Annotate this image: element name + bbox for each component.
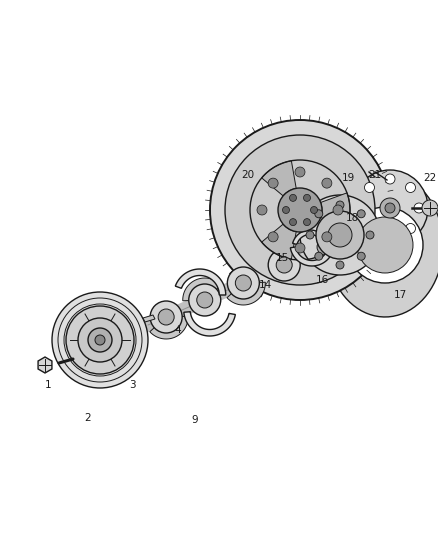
Circle shape — [189, 284, 221, 316]
Circle shape — [295, 167, 305, 177]
Polygon shape — [261, 161, 296, 196]
Circle shape — [357, 252, 365, 260]
Text: 21: 21 — [368, 170, 381, 180]
Text: 15: 15 — [276, 253, 289, 263]
Text: 4: 4 — [175, 325, 181, 335]
Circle shape — [278, 188, 322, 232]
Circle shape — [406, 182, 416, 192]
Circle shape — [257, 205, 267, 215]
Circle shape — [385, 203, 395, 213]
Circle shape — [268, 249, 300, 281]
Circle shape — [78, 318, 122, 362]
Text: 1: 1 — [45, 380, 51, 390]
Circle shape — [309, 231, 341, 263]
Text: 16: 16 — [315, 275, 328, 285]
Circle shape — [268, 178, 278, 188]
Circle shape — [385, 174, 395, 184]
Circle shape — [150, 301, 182, 333]
Circle shape — [283, 206, 290, 214]
Circle shape — [227, 267, 259, 299]
Circle shape — [88, 328, 112, 352]
Polygon shape — [321, 193, 350, 227]
Circle shape — [333, 205, 343, 215]
Circle shape — [380, 198, 400, 218]
Circle shape — [304, 219, 311, 225]
Circle shape — [406, 223, 416, 233]
Circle shape — [197, 292, 213, 308]
Circle shape — [66, 306, 134, 374]
Circle shape — [317, 239, 333, 255]
Circle shape — [225, 135, 375, 285]
Text: 22: 22 — [424, 173, 437, 183]
Polygon shape — [327, 173, 438, 317]
Text: 14: 14 — [258, 280, 272, 290]
Circle shape — [347, 207, 423, 283]
Circle shape — [295, 243, 305, 253]
Circle shape — [364, 223, 374, 233]
Circle shape — [210, 120, 390, 300]
Polygon shape — [227, 282, 265, 305]
Polygon shape — [175, 269, 226, 295]
Polygon shape — [290, 247, 333, 266]
Circle shape — [357, 210, 365, 218]
Circle shape — [311, 206, 318, 214]
Circle shape — [356, 203, 366, 213]
Circle shape — [52, 292, 148, 388]
Circle shape — [95, 335, 105, 345]
Circle shape — [366, 231, 374, 239]
Circle shape — [357, 217, 413, 273]
Circle shape — [304, 195, 311, 201]
Polygon shape — [143, 315, 155, 322]
Circle shape — [385, 232, 395, 242]
Text: 9: 9 — [192, 415, 198, 425]
Circle shape — [322, 178, 332, 188]
Circle shape — [315, 210, 323, 218]
Polygon shape — [261, 224, 296, 259]
Circle shape — [336, 201, 344, 209]
Text: 18: 18 — [346, 213, 359, 223]
Polygon shape — [262, 243, 300, 266]
Circle shape — [315, 252, 323, 260]
Polygon shape — [309, 246, 347, 269]
Circle shape — [235, 275, 251, 291]
Polygon shape — [150, 316, 188, 339]
Circle shape — [290, 219, 297, 225]
Polygon shape — [183, 278, 221, 301]
Polygon shape — [293, 230, 328, 247]
Circle shape — [364, 182, 374, 192]
Circle shape — [328, 223, 352, 247]
Circle shape — [414, 203, 424, 213]
Text: 17: 17 — [393, 290, 406, 300]
Text: 3: 3 — [129, 380, 135, 390]
Polygon shape — [38, 357, 52, 373]
Text: 2: 2 — [85, 413, 91, 423]
Circle shape — [268, 232, 278, 242]
Circle shape — [290, 195, 297, 201]
Circle shape — [352, 170, 428, 246]
Circle shape — [322, 232, 332, 242]
Polygon shape — [184, 312, 235, 336]
Circle shape — [306, 231, 314, 239]
Circle shape — [336, 261, 344, 269]
Text: 19: 19 — [341, 173, 355, 183]
Circle shape — [300, 195, 380, 275]
Text: 20: 20 — [241, 170, 254, 180]
Circle shape — [158, 309, 174, 325]
Circle shape — [276, 257, 292, 273]
Circle shape — [422, 200, 438, 216]
Circle shape — [316, 211, 364, 259]
